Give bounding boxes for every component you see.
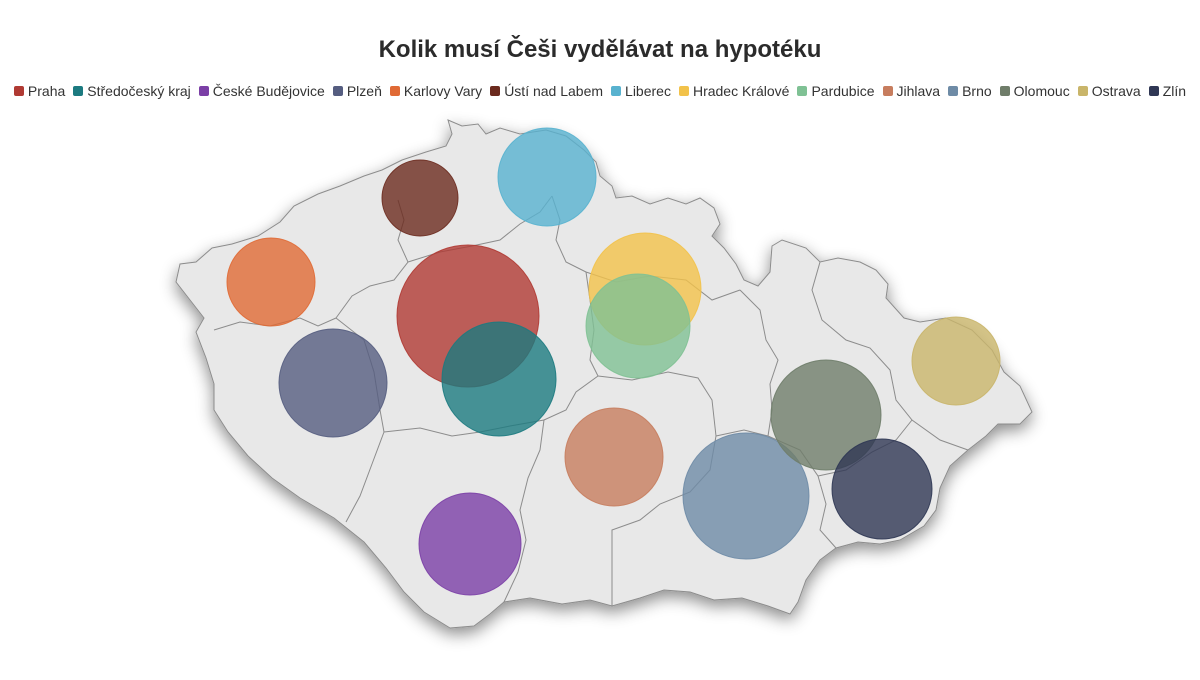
bubble-jihlava[interactable]: [564, 407, 664, 507]
legend-swatch: [73, 86, 84, 96]
legend-swatch: [797, 86, 808, 96]
bubble-české-budějovice[interactable]: [418, 492, 522, 596]
legend-label: Pardubice: [811, 83, 875, 99]
legend-item[interactable]: České Budějovice: [198, 83, 325, 99]
legend-swatch: [678, 86, 689, 96]
legend-swatch: [13, 86, 24, 96]
legend-swatch: [389, 86, 400, 96]
legend-label: Jihlava: [896, 83, 941, 99]
legend-label: Brno: [962, 83, 992, 99]
bubble-olomouc[interactable]: [770, 359, 882, 471]
legend-swatch: [1077, 86, 1088, 96]
legend-label: Plzeň: [346, 83, 382, 99]
bubble-plzeň[interactable]: [278, 328, 388, 438]
legend-swatch: [948, 86, 959, 96]
legend-swatch: [611, 86, 622, 96]
legend-label: Olomouc: [1013, 83, 1070, 99]
legend-item[interactable]: Ostrava: [1077, 83, 1141, 99]
legend-item[interactable]: Brno: [948, 83, 992, 99]
legend-swatch: [1148, 86, 1159, 96]
legend-item[interactable]: Středočeský kraj: [73, 83, 191, 99]
bubble-brno[interactable]: [682, 432, 810, 560]
legend-item[interactable]: Praha: [13, 83, 66, 99]
legend: Praha Středočeský kraj České Budějovice Plz…: [0, 83, 1200, 99]
legend-swatch: [999, 86, 1010, 96]
legend-item[interactable]: Plzeň: [332, 83, 382, 99]
border-olomouc-moravskoslezsky: [811, 261, 969, 451]
bubble-pardubice[interactable]: [585, 273, 691, 379]
bubble-ostrava[interactable]: [911, 316, 1001, 406]
legend-swatch: [490, 86, 501, 96]
legend-item[interactable]: Olomouc: [999, 83, 1070, 99]
legend-item[interactable]: Jihlava: [882, 83, 941, 99]
bubble-středočeský-kraj[interactable]: [441, 321, 557, 437]
legend-swatch: [198, 86, 209, 96]
legend-label: Ústí nad Labem: [504, 83, 604, 99]
legend-label: Liberec: [625, 83, 671, 99]
chart-title: Kolik musí Češi vydělávat na hypotéku: [378, 36, 822, 63]
legend-label: Praha: [27, 83, 66, 99]
legend-label: Hradec Králové: [692, 83, 790, 99]
legend-label: Zlín: [1162, 83, 1187, 99]
legend-label: České Budějovice: [212, 83, 325, 99]
legend-item[interactable]: Pardubice: [797, 83, 875, 99]
legend-swatch: [882, 86, 893, 96]
bubble-ústí-nad-labem[interactable]: [381, 159, 459, 237]
legend-item[interactable]: Ústí nad Labem: [490, 83, 603, 99]
border-south-bohemia: [383, 419, 545, 603]
legend-item[interactable]: Karlovy Vary: [389, 83, 483, 99]
legend-label: Karlovy Vary: [403, 83, 483, 99]
bubble-liberec[interactable]: [497, 127, 597, 227]
bubble-karlovy-vary[interactable]: [226, 237, 316, 327]
legend-item[interactable]: Liberec: [611, 83, 671, 99]
bubble-zlín[interactable]: [831, 438, 933, 540]
legend-label: Středočeský kraj: [87, 83, 191, 99]
legend-item[interactable]: Zlín: [1148, 83, 1187, 99]
legend-label: Ostrava: [1091, 83, 1141, 99]
legend-swatch: [332, 86, 343, 96]
legend-item[interactable]: Hradec Králové: [678, 83, 790, 99]
country-shape: [175, 119, 1033, 629]
bubble-layer: [226, 127, 1001, 596]
